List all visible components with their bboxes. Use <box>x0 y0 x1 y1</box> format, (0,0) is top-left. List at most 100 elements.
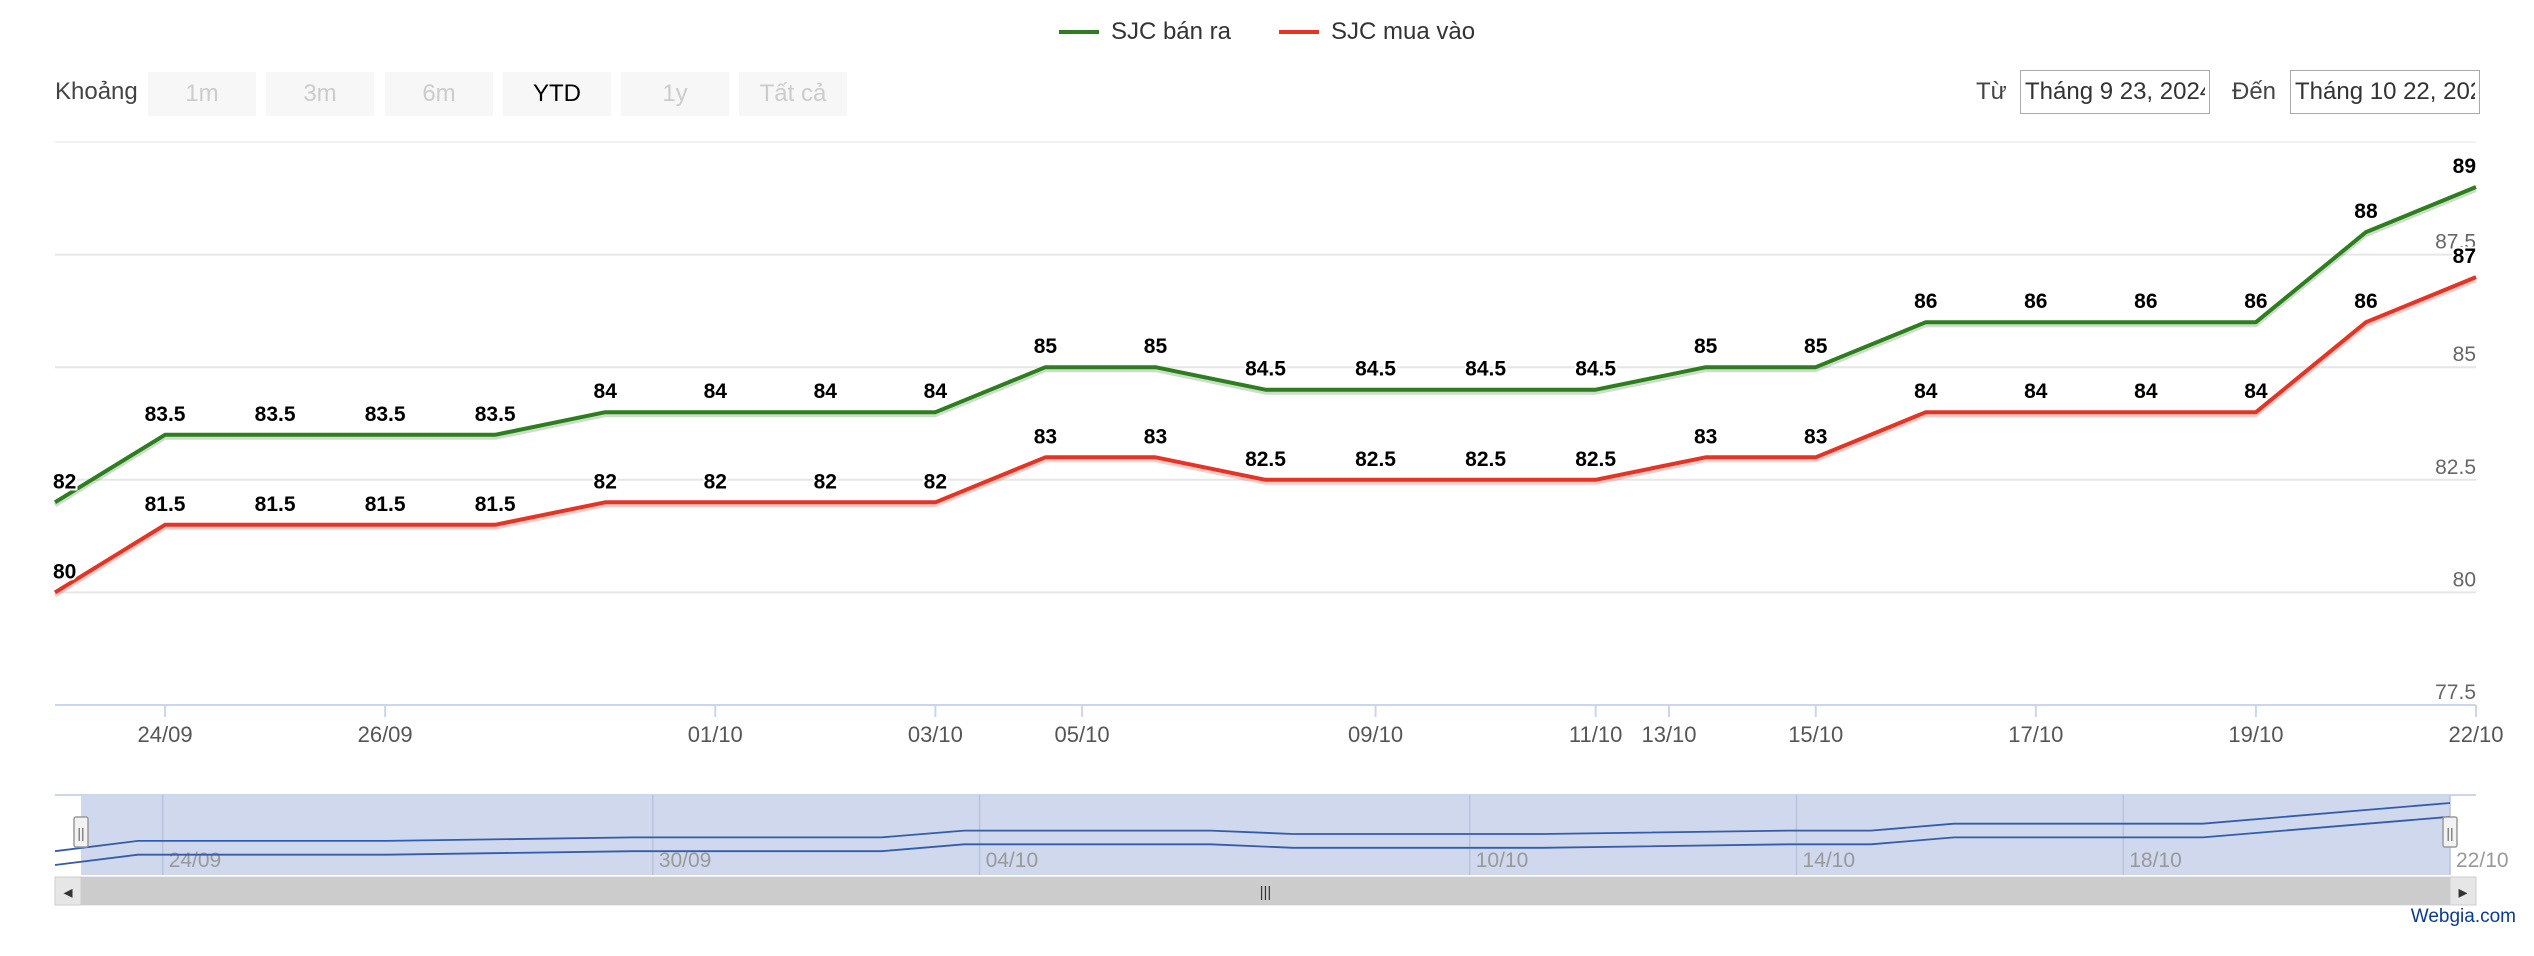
data-label: 85 <box>1804 335 1828 358</box>
range-button-ytd[interactable]: YTD <box>503 72 611 116</box>
data-label: 81.5 <box>475 493 516 516</box>
scroll-right-icon: ▸ <box>2458 882 2467 902</box>
navigator: 24/09 30/09 04/10 10/10 14/10 18/10 22/10|| ||◂… <box>54 794 2509 906</box>
x-tick-label: 03/10 <box>908 722 963 747</box>
series-shadow <box>53 188 2477 508</box>
navigator-mask <box>81 795 2450 875</box>
data-label: 86 <box>1914 290 1937 313</box>
data-label: 86 <box>2134 290 2157 313</box>
data-label: 81.5 <box>145 493 186 516</box>
data-label: 86 <box>2354 290 2377 313</box>
data-label: 83.5 <box>145 403 186 426</box>
data-label: 87 <box>2453 245 2476 268</box>
scrollbar-right-button <box>2449 876 2477 906</box>
navigator-series <box>54 802 2451 853</box>
data-labels: 82 83.5 83.5 83.5 83.5 84 84 84 84 85 85 84.5 84.5 84… <box>51 153 2478 585</box>
data-label: 81.5 <box>255 493 296 516</box>
navigator-series <box>54 815 2451 866</box>
x-tick-label: 01/10 <box>688 722 743 747</box>
data-label: 84 <box>2134 380 2158 403</box>
date-from-input[interactable] <box>2020 70 2210 114</box>
data-label: 84 <box>2024 380 2048 403</box>
data-label: 84 <box>594 380 618 403</box>
range-button-1m[interactable]: 1m <box>148 72 256 116</box>
y-axis: 77.5 80 82.5 85 87.5 <box>2435 231 2476 704</box>
navigator-tick-label: 30/09 <box>659 849 712 872</box>
series-shadow <box>53 278 2477 598</box>
range-button-1y[interactable]: 1y <box>621 72 729 116</box>
x-tick-label: 24/09 <box>138 722 193 747</box>
scrollbar-track <box>54 876 2477 906</box>
navigator-handle-left <box>73 816 89 848</box>
data-label: 83 <box>1034 425 1057 448</box>
chart-grid <box>55 141 2476 706</box>
data-label: 84.5 <box>1465 358 1506 381</box>
data-label: 84.5 <box>1355 358 1396 381</box>
data-label: 81.5 <box>365 493 406 516</box>
data-label: 83 <box>1144 425 1167 448</box>
navigator-tick-label: 04/10 <box>986 849 1039 872</box>
legend-item-sell[interactable]: SJC bán ra <box>1058 14 1231 50</box>
data-label: 84.5 <box>1575 358 1616 381</box>
navigator-tick-label: 24/09 <box>169 849 222 872</box>
data-label: 85 <box>1034 335 1058 358</box>
range-button-3m[interactable]: 3m <box>266 72 374 116</box>
legend-item-buy[interactable]: SJC mua vào <box>1279 14 1475 50</box>
x-tick-label: 17/10 <box>2008 722 2063 747</box>
navigator-handle-glyph: || <box>2446 825 2453 841</box>
legend-label-sell: SJC bán ra <box>1110 18 1231 45</box>
data-label: 82.5 <box>1355 448 1396 471</box>
data-label: 80 <box>53 560 76 583</box>
data-label: 84 <box>2244 380 2268 403</box>
data-label: 84 <box>1914 380 1938 403</box>
scrollbar-grip-icon: ||| <box>1260 884 1272 901</box>
data-label: 84.5 <box>1245 358 1286 381</box>
data-label: 82 <box>924 470 947 493</box>
data-label: 83.5 <box>475 403 516 426</box>
data-label: 82.5 <box>1465 448 1506 471</box>
scroll-left-icon: ◂ <box>63 882 72 902</box>
data-label: 82 <box>704 470 727 493</box>
legend-swatch-sell <box>1058 30 1099 34</box>
data-label: 84 <box>924 380 948 403</box>
navigator-tick-label: 14/10 <box>1802 849 1855 872</box>
data-label: 82 <box>814 470 837 493</box>
x-tick-label: 11/10 <box>1569 722 1622 747</box>
scrollbar-left-button <box>54 876 82 906</box>
range-button-6m[interactable]: 6m <box>385 72 493 116</box>
date-from-label: Từ <box>1976 78 2007 105</box>
data-label: 83.5 <box>255 403 296 426</box>
chart-legend: SJC bán ra SJC mua vào <box>0 14 2534 50</box>
scrollbar-thumb <box>81 877 2450 905</box>
x-tick-label: 15/10 <box>1788 722 1843 747</box>
series-line-sell <box>53 185 2477 505</box>
y-tick-label: 82.5 <box>2435 456 2476 479</box>
data-label: 89 <box>2453 155 2476 178</box>
navigator-tick-label: 10/10 <box>1476 849 1529 872</box>
series-line-buy <box>53 275 2477 595</box>
data-label: 84 <box>704 380 728 403</box>
date-to-input[interactable] <box>2290 70 2480 114</box>
data-label: 82.5 <box>1575 448 1616 471</box>
legend-label-buy: SJC mua vào <box>1331 18 1476 45</box>
data-label: 82.5 <box>1245 448 1286 471</box>
navigator-tick-label: 22/10 <box>2456 849 2509 872</box>
data-label: 85 <box>1694 335 1718 358</box>
date-to-label: Đến <box>2232 78 2277 105</box>
y-tick-label: 85 <box>2453 343 2476 366</box>
data-label: 82 <box>594 470 617 493</box>
data-label: 83 <box>1694 425 1717 448</box>
range-button-all[interactable]: Tất cả <box>739 72 847 116</box>
navigator-handle-right <box>2442 816 2458 848</box>
y-tick-label: 87.5 <box>2435 231 2476 254</box>
x-tick-label: 09/10 <box>1348 722 1403 747</box>
data-label: 82 <box>53 470 76 493</box>
data-label: 86 <box>2024 290 2047 313</box>
navigator-tick-label: 18/10 <box>2129 849 2182 872</box>
x-tick-label: 19/10 <box>2228 722 2283 747</box>
x-tick-label: 22/10 <box>2448 722 2503 747</box>
credit-link[interactable]: Webgia.com <box>2410 906 2516 927</box>
data-label: 86 <box>2244 290 2267 313</box>
x-tick-label: 26/09 <box>358 722 413 747</box>
